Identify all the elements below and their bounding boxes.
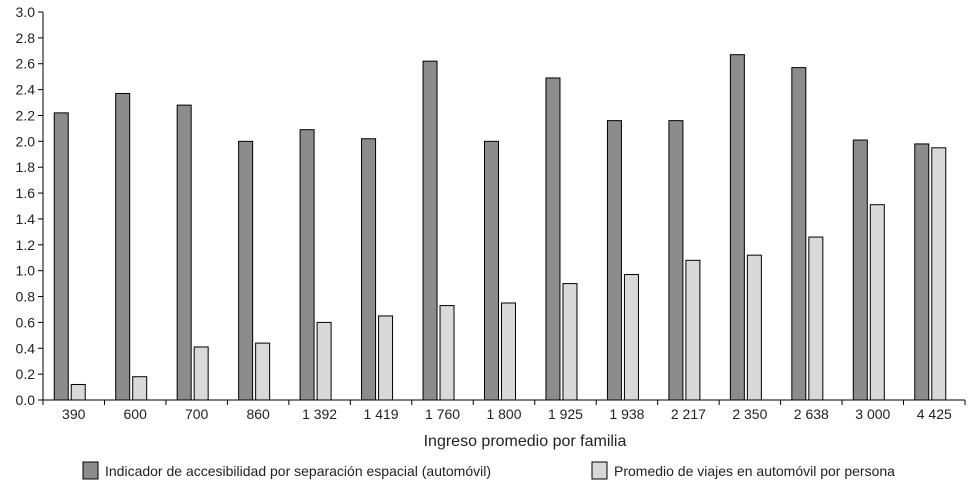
y-tick-label: 3.0 — [16, 4, 36, 20]
bar-accesibilidad — [545, 77, 561, 401]
x-axis: 390 600 700 860 1 392 1 419 1 760 1 800 1 925 1 9… — [42, 399, 966, 422]
x-tick-label: 1 925 — [548, 406, 583, 422]
bar-accesibilidad — [299, 129, 315, 401]
y-tick-label: 1.4 — [16, 211, 36, 227]
bar-accesibilidad — [176, 104, 192, 401]
bar-accesibilidad — [422, 60, 438, 401]
y-tick-label: 2.2 — [16, 107, 36, 123]
y-tick-label: 0.0 — [16, 392, 36, 408]
bar-accesibilidad — [484, 140, 499, 401]
y-tick-label: 1.0 — [16, 263, 36, 279]
bar-viajes — [685, 259, 701, 401]
bar-accesibilidad — [729, 54, 745, 401]
x-tick-label: 1 419 — [364, 406, 399, 422]
bar-accesibilidad — [668, 120, 684, 401]
bar-viajes — [623, 274, 639, 401]
bar-accesibilidad — [361, 138, 377, 401]
x-tick-label: 390 — [62, 406, 86, 422]
legend-swatch — [82, 461, 99, 480]
x-tick-label: 1 800 — [486, 406, 521, 422]
x-tick-label: 600 — [124, 406, 148, 422]
x-tick-label: 3 000 — [855, 406, 890, 422]
bar-viajes — [808, 236, 824, 401]
bar-accesibilidad — [852, 139, 868, 401]
x-tick-label: 860 — [246, 406, 270, 422]
y-tick-label: 1.2 — [16, 237, 36, 253]
bar-viajes — [931, 147, 947, 401]
bar-viajes — [378, 315, 394, 401]
bar-viajes — [316, 321, 332, 401]
y-tick-label: 2.8 — [16, 30, 36, 46]
y-tick-label: 2.6 — [16, 56, 36, 72]
y-tick-label: 0.4 — [16, 340, 36, 356]
legend-label: Promedio de viajes en automóvil por pers… — [614, 463, 895, 479]
y-tick-label: 2.0 — [16, 133, 36, 149]
bar-accesibilidad — [53, 112, 69, 401]
y-tick-label: 1.6 — [16, 185, 36, 201]
bar-accesibilidad — [914, 143, 930, 401]
y-tick-label: 2.4 — [16, 82, 36, 98]
x-tick-label: 4 425 — [917, 406, 952, 422]
y-tick-label: 1.8 — [16, 159, 36, 175]
bar-viajes — [193, 346, 209, 401]
legend-label: Indicador de accesibilidad por separació… — [105, 463, 491, 479]
bars-group — [53, 54, 947, 401]
bar-viajes — [132, 376, 148, 401]
bar-viajes — [869, 204, 885, 401]
x-tick-label: 1 392 — [302, 406, 337, 422]
y-tick-label: 0.8 — [16, 289, 36, 305]
x-tick-label: 2 350 — [732, 406, 767, 422]
bar-viajes — [70, 383, 86, 401]
bar-accesibilidad — [115, 92, 131, 401]
x-tick-label: 1 938 — [609, 406, 644, 422]
legend: Indicador de accesibilidad por separació… — [82, 461, 895, 480]
bar-accesibilidad — [238, 140, 254, 401]
x-tick-label: 2 638 — [794, 406, 829, 422]
x-tick-label: 1 760 — [425, 406, 460, 422]
bar-viajes — [501, 302, 516, 401]
y-tick-label: 0.6 — [16, 314, 36, 330]
bar-viajes — [255, 342, 271, 401]
bar-viajes — [746, 254, 762, 401]
bar-viajes — [439, 305, 455, 401]
y-axis: 0.0 0.2 0.4 0.6 0.8 1.0 1.2 1.4 1.6 1.8 2.0 2.2 2.4 2… — [16, 4, 44, 408]
y-tick-label: 0.2 — [16, 366, 36, 382]
legend-swatch — [591, 461, 608, 480]
x-tick-label: 700 — [185, 406, 209, 422]
bar-viajes — [562, 283, 578, 401]
x-tick-label: 2 217 — [671, 406, 706, 422]
bar-accesibilidad — [791, 67, 807, 401]
x-axis-title: Ingreso promedio por familia — [424, 433, 627, 450]
bar-accesibilidad — [606, 120, 622, 401]
